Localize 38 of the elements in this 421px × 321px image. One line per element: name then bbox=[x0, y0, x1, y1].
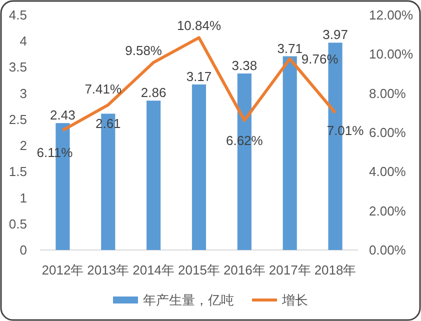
data-label: 3.97 bbox=[322, 27, 348, 42]
bar bbox=[146, 100, 161, 250]
x-tick-label: 2015年 bbox=[178, 262, 220, 278]
x-tick-label: 2012年 bbox=[42, 262, 84, 278]
data-label: 2.86 bbox=[140, 85, 166, 100]
data-label: 7.41% bbox=[84, 81, 122, 96]
data-label: 3.38 bbox=[232, 58, 258, 73]
data-label: 3.71 bbox=[277, 40, 303, 56]
y-tick-label: 0.5 bbox=[8, 216, 27, 232]
data-label: 3.17 bbox=[186, 68, 212, 84]
data-label: 10.84% bbox=[176, 18, 222, 34]
y2-tick-label: 10.00% bbox=[369, 46, 414, 62]
y2-tick-label: 12.00% bbox=[369, 8, 414, 22]
x-tick-label: 2013年 bbox=[87, 262, 130, 278]
y-tick-label: 2 bbox=[20, 138, 27, 154]
bar bbox=[192, 84, 206, 250]
data-label: 9.58% bbox=[125, 42, 162, 58]
y2-tick-label: 0.00% bbox=[369, 242, 406, 258]
y-tick-label: 4.5 bbox=[8, 8, 27, 22]
y2-tick-label: 6.00% bbox=[369, 125, 406, 140]
y-tick-label: 3.5 bbox=[8, 60, 27, 75]
y2-tick-label: 8.00% bbox=[369, 86, 406, 101]
legend-label: 增长 bbox=[281, 292, 308, 308]
y-tick-label: 0 bbox=[20, 242, 27, 258]
x-tick-label: 2017年 bbox=[268, 262, 311, 278]
bar bbox=[282, 56, 297, 250]
y2-tick-label: 2.00% bbox=[369, 203, 406, 218]
x-tick-label: 2018年 bbox=[314, 262, 356, 278]
y-tick-label: 4 bbox=[20, 34, 27, 49]
x-tick-label: 2016年 bbox=[223, 262, 266, 278]
legend-label: 年产生量，亿吨 bbox=[143, 292, 234, 308]
y-tick-label: 1 bbox=[20, 190, 27, 206]
y-tick-label: 3 bbox=[20, 86, 27, 101]
y2-tick-label: 4.00% bbox=[369, 164, 406, 180]
data-label: 2.43 bbox=[50, 108, 76, 123]
x-tick-label: 2014年 bbox=[132, 262, 175, 278]
y-tick-label: 1.5 bbox=[8, 164, 27, 180]
y-tick-label: 2.5 bbox=[8, 112, 27, 127]
